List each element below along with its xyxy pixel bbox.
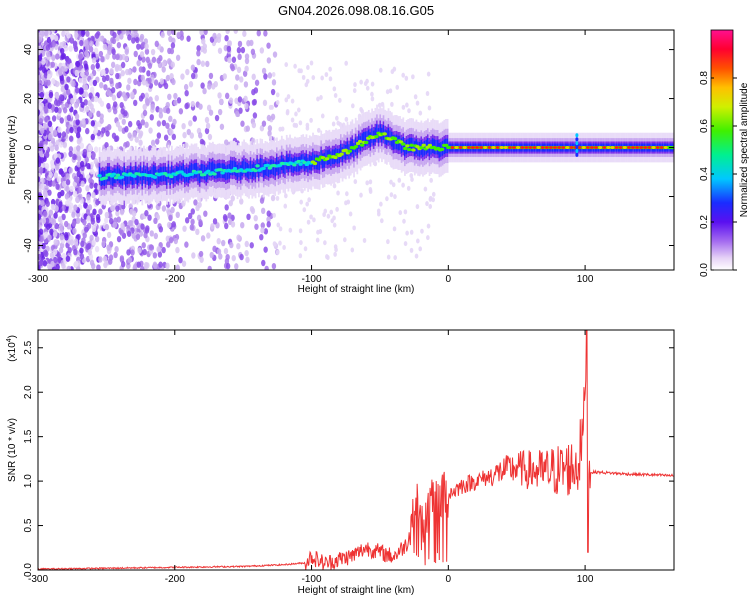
x-tick-label: -300	[28, 274, 48, 285]
y-tick-label: 0.0	[23, 563, 34, 577]
x-tick-label: -300	[28, 574, 48, 585]
y-tick-label: 1.5	[23, 429, 34, 443]
y-tick-label: 0	[23, 144, 34, 150]
y-tick-label: 40	[23, 44, 34, 56]
y-tick-label: 2.0	[23, 385, 34, 399]
x-tick-label: -100	[302, 574, 322, 585]
snr-panel: -300 -200 -100 0 100 0.0 0.5 1.0 1.5 2.0 2.5 Heigh…	[6, 329, 675, 596]
snr-series-line	[38, 330, 674, 570]
colorbar-gradient	[710, 29, 734, 271]
svg-text:(x104): (x104)	[6, 335, 18, 362]
snr-frame	[37, 329, 675, 571]
x-tick-label: 100	[577, 274, 594, 285]
colorbar: 0.0 0.2 0.4 0.6 0.8 Normalized spectral ampl…	[699, 29, 750, 277]
colorbar-tick-label: 0.2	[699, 215, 710, 229]
x-tick-label: -100	[302, 274, 322, 285]
snr-scale-exponent: 4	[6, 338, 13, 342]
x-tick-label: 0	[446, 274, 452, 285]
y-tick-label: -20	[23, 189, 34, 204]
snr-scale-label: (x10	[7, 342, 18, 362]
colorbar-ticks: 0.0 0.2 0.4 0.6 0.8	[699, 71, 737, 277]
snr-xlabel: Height of straight line (km)	[298, 585, 415, 596]
y-tick-label: 2.5	[23, 340, 34, 354]
colorbar-tick-label: 0.8	[699, 71, 710, 85]
x-tick-label: 0	[446, 574, 452, 585]
spectrogram-xlabel: Height of straight line (km)	[298, 284, 415, 295]
snr-ylabel: SNR (10 * v/v)	[7, 418, 18, 482]
colorbar-tick-label: 0.4	[699, 167, 710, 181]
spectrogram-ylabel: Frequency (Hz)	[7, 116, 18, 185]
x-tick-label: 100	[577, 574, 594, 585]
x-tick-label: -200	[165, 274, 185, 285]
spectrogram-heatmap	[38, 30, 674, 270]
colorbar-tick-label: 0.6	[699, 119, 710, 133]
spectrogram-frame	[37, 29, 675, 271]
y-tick-label: 0.5	[23, 518, 34, 532]
x-tick-label: -200	[165, 574, 185, 585]
y-tick-label: -40	[23, 238, 34, 253]
y-tick-label: 1.0	[23, 474, 34, 488]
snr-scale-note: (x104)	[6, 335, 18, 362]
colorbar-label: Normalized spectral amplitude	[739, 82, 750, 217]
y-tick-label: 20	[23, 93, 34, 105]
figure-title: GN04.2026.098.08.16.G05	[278, 3, 434, 18]
colorbar-tick-label: 0.0	[699, 263, 710, 277]
snr-ticks: -300 -200 -100 0 100 0.0 0.5 1.0 1.5 2.0 2.5	[23, 330, 674, 585]
